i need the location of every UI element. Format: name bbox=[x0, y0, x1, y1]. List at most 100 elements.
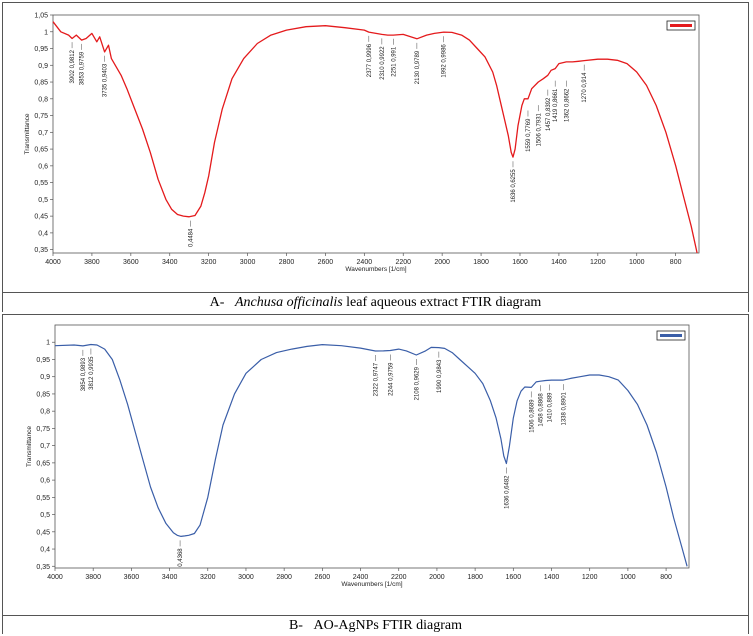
peak-label: 1457 0,8392 bbox=[546, 97, 552, 131]
y-tick-label: 0,4 bbox=[40, 547, 50, 554]
caption-a-text: leaf aqueous extract FTIR diagram bbox=[346, 295, 542, 310]
x-tick-label: 2400 bbox=[357, 259, 373, 266]
y-tick-label: 0,75 bbox=[34, 113, 48, 120]
plot-frame bbox=[52, 14, 700, 254]
x-tick-label: 2800 bbox=[279, 259, 295, 266]
y-tick-label: 0,45 bbox=[36, 529, 50, 536]
y-tick-label: 0,4 bbox=[38, 230, 48, 237]
peak-label: 2130 0,9789 bbox=[415, 50, 421, 84]
peak-label: 3902 0,9812 bbox=[70, 49, 76, 83]
x-tick-label: 3200 bbox=[200, 574, 216, 581]
y-tick-label: 0,55 bbox=[34, 180, 48, 187]
x-tick-label: 2400 bbox=[353, 574, 369, 581]
peak-label: 1636 0,6255 bbox=[511, 169, 517, 203]
plot-frame bbox=[54, 324, 690, 569]
x-tick-label: 1600 bbox=[512, 259, 528, 266]
caption-b: B- AO-AgNPs FTIR diagram bbox=[3, 615, 748, 635]
figure-panel-b: 0,35 0,4 0,45 0,5 0,55 0,6 0,65 0,7 0,75 0,8 0,85 0… bbox=[2, 314, 749, 635]
peak-label: 1419 0,8661 bbox=[553, 88, 559, 122]
y-tick-label: 0,7 bbox=[38, 130, 48, 137]
peak-label: 1410 0,889 bbox=[548, 392, 554, 423]
x-axis-label: Wavenumbers [1/cm] bbox=[341, 581, 402, 588]
y-tick-label: 0,55 bbox=[36, 495, 50, 502]
ftir-chart-b: 0,35 0,4 0,45 0,5 0,55 0,6 0,65 0,7 0,75 0,8 0,85 0… bbox=[26, 324, 690, 588]
peak-label: 3812 0,9935 bbox=[89, 356, 95, 390]
peak-label: 2310 0,9922 bbox=[380, 46, 386, 80]
x-tick-label: 3600 bbox=[123, 259, 139, 266]
caption-b-prefix: B- bbox=[288, 618, 303, 633]
x-tick-label: 800 bbox=[670, 259, 682, 266]
peak-label: 3854 0,9893 bbox=[81, 357, 87, 391]
y-tick-label: 1 bbox=[46, 340, 50, 347]
x-tick-label: 1200 bbox=[590, 259, 606, 266]
x-tick-label: 3600 bbox=[124, 574, 140, 581]
y-tick-label: 0,95 bbox=[34, 46, 48, 53]
y-tick-label: 0,45 bbox=[34, 214, 48, 221]
caption-a: A- Anchusa officinalis leaf aqueous extr… bbox=[3, 292, 748, 313]
spectrum-line bbox=[52, 21, 698, 254]
peak-label: 1362 0,8662 bbox=[564, 88, 570, 122]
peak-label: 0,4484 bbox=[188, 228, 194, 247]
peak-label: 2251 0,991 bbox=[391, 46, 397, 77]
x-tick-label: 2600 bbox=[318, 259, 334, 266]
y-tick-label: 1,05 bbox=[34, 13, 48, 20]
y-tick-label: 0,85 bbox=[34, 80, 48, 87]
x-tick-label: 2000 bbox=[429, 574, 445, 581]
x-tick-label: 2200 bbox=[391, 574, 407, 581]
peak-label: 1506 0,8689 bbox=[529, 399, 535, 433]
x-tick-label: 3800 bbox=[85, 574, 101, 581]
x-tick-label: 4000 bbox=[47, 574, 63, 581]
y-tick-label: 0,75 bbox=[36, 426, 50, 433]
y-tick-label: 0,65 bbox=[36, 460, 50, 467]
x-tick-label: 3200 bbox=[201, 259, 217, 266]
peak-label: 2322 0,9747 bbox=[373, 362, 379, 396]
y-tick-label: 0,9 bbox=[40, 374, 50, 381]
x-tick-label: 1000 bbox=[629, 259, 645, 266]
x-tick-label: 1600 bbox=[506, 574, 522, 581]
x-tick-label: 800 bbox=[660, 574, 672, 581]
y-tick-label: 0,35 bbox=[36, 564, 50, 571]
peak-label: 2377 0,9996 bbox=[367, 43, 373, 77]
x-tick-label: 1400 bbox=[544, 574, 560, 581]
caption-b-text: AO-AgNPs FTIR diagram bbox=[313, 618, 463, 633]
y-tick-label: 1 bbox=[44, 29, 48, 36]
x-tick-label: 3800 bbox=[84, 259, 100, 266]
y-tick-label: 0,8 bbox=[40, 409, 50, 416]
x-tick-label: 3400 bbox=[162, 259, 178, 266]
y-tick-label: 0,85 bbox=[36, 391, 50, 398]
peak-label: 1458 0,8868 bbox=[538, 393, 544, 427]
x-tick-label: 1200 bbox=[582, 574, 598, 581]
peak-label: 3853 0,9759 bbox=[80, 51, 86, 85]
peak-label: 1559 0,7769 bbox=[526, 118, 532, 152]
y-tick-label: 0,8 bbox=[38, 96, 48, 103]
peak-label: 1636 0,6482 bbox=[504, 475, 510, 509]
x-tick-label: 1400 bbox=[551, 259, 567, 266]
peak-label: 3735 0,9403 bbox=[103, 63, 109, 97]
peak-label: 0,4368 bbox=[178, 548, 184, 567]
y-axis-label: Transmittance bbox=[26, 426, 33, 467]
y-tick-label: 0,5 bbox=[40, 512, 50, 519]
x-tick-label: 3000 bbox=[240, 259, 256, 266]
x-tick-label: 1800 bbox=[473, 259, 489, 266]
x-tick-label: 1800 bbox=[467, 574, 483, 581]
y-tick-label: 0,9 bbox=[38, 63, 48, 70]
x-axis-label: Wavenumbers [1/cm] bbox=[345, 266, 406, 273]
y-tick-label: 0,95 bbox=[36, 357, 50, 364]
spectrum-line bbox=[54, 343, 688, 567]
x-tick-label: 2600 bbox=[315, 574, 331, 581]
y-tick-label: 0,6 bbox=[40, 478, 50, 485]
peak-label: 1270 0,914 bbox=[582, 72, 588, 103]
y-tick-label: 0,35 bbox=[34, 247, 48, 254]
x-tick-label: 2000 bbox=[434, 259, 450, 266]
peak-label: 1338 0,8901 bbox=[561, 391, 567, 425]
peak-label: 1990 0,9843 bbox=[437, 359, 443, 393]
peak-label: 2244 0,9759 bbox=[388, 362, 394, 396]
ftir-chart-a: 0,35 0,4 0,45 0,5 0,55 0,6 0,65 0,7 0,75 0,8 0,85 0… bbox=[24, 13, 700, 273]
x-tick-label: 3400 bbox=[162, 574, 178, 581]
y-axis-label: Transmittance bbox=[24, 113, 31, 154]
caption-a-prefix: A- bbox=[209, 295, 225, 310]
peak-label: 1506 0,7931 bbox=[536, 112, 542, 146]
x-tick-label: 2200 bbox=[395, 259, 411, 266]
y-tick-label: 0,6 bbox=[38, 163, 48, 170]
peak-label: 2108 0,9629 bbox=[414, 366, 420, 400]
